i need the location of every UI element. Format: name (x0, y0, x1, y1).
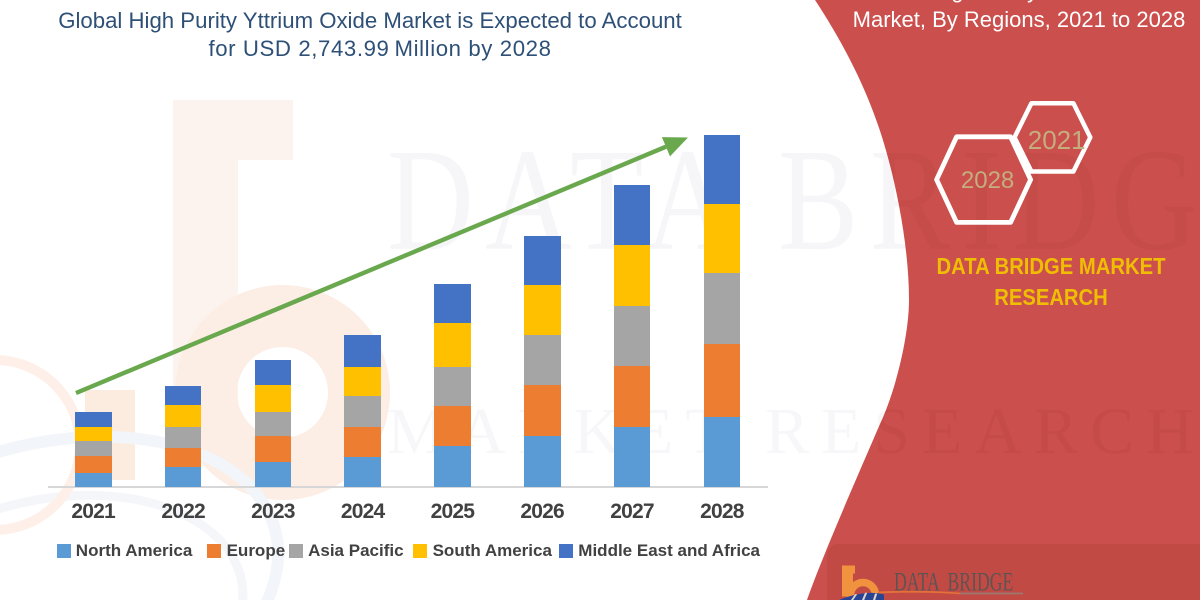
svg-text:BRIDGE: BRIDGE (948, 567, 1014, 596)
svg-text:MARKET RESEARCH: MARKET RESEARCH (895, 597, 1022, 600)
svg-text:DATA: DATA (894, 567, 940, 596)
